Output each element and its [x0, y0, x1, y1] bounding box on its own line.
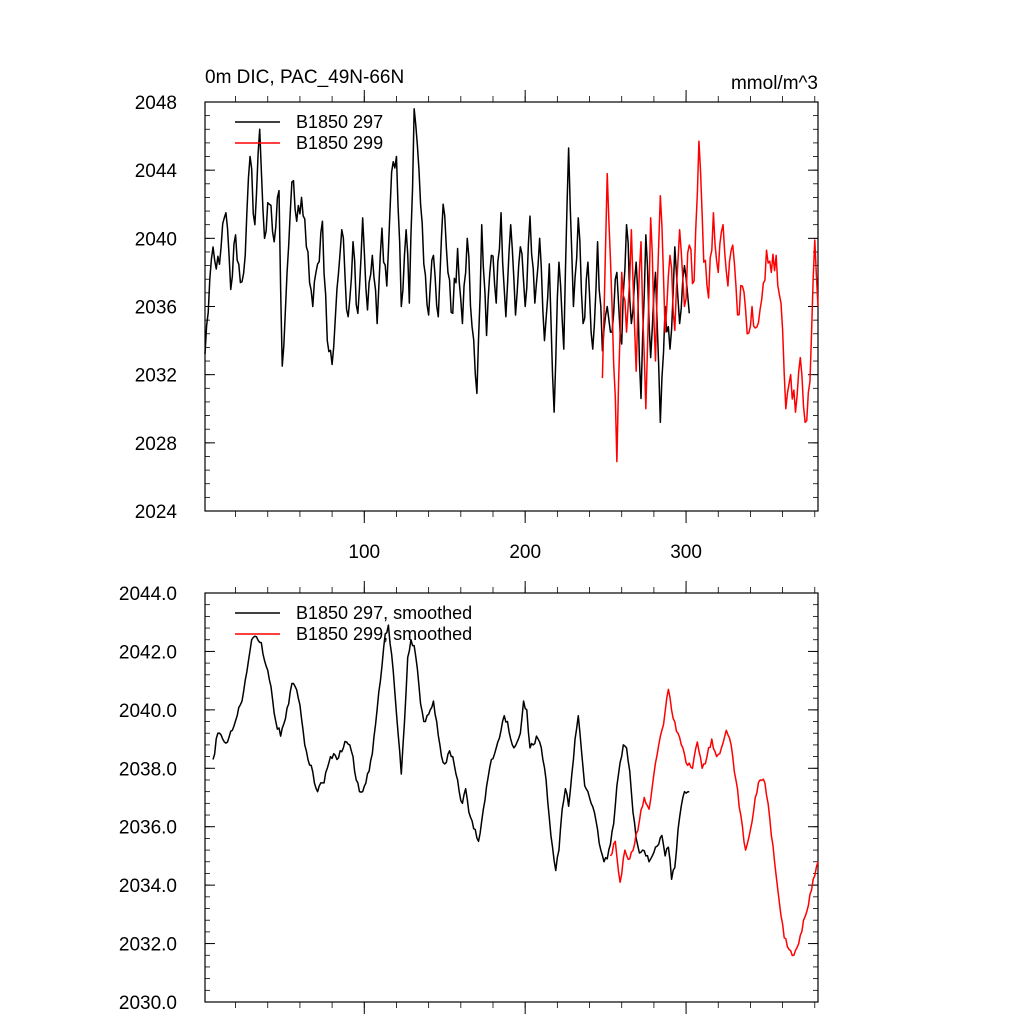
top-y-tick-label: 2044 — [135, 161, 178, 182]
top-x-tick-labels: 100 200 300 — [348, 542, 701, 563]
top-y-tick-label: 2040 — [135, 229, 177, 250]
top-panel: 0m DIC, PAC_49N-66N mmol/m^3 2024 2028 203… — [135, 67, 819, 563]
bottom-y-tick-label: 2036.0 — [119, 818, 177, 839]
bottom-y-tick-label: 2042.0 — [119, 642, 177, 663]
top-x-tick-label: 100 — [348, 542, 380, 563]
bottom-legend: B1850 297, smoothed B1850 299, smoothed — [235, 603, 472, 644]
top-y-tick-label: 2036 — [135, 298, 177, 319]
top-y-tick-label: 2028 — [135, 434, 177, 455]
bottom-series-lines — [212, 624, 819, 957]
bottom-y-tick-label: 2044.0 — [119, 584, 177, 605]
bottom-y-tick-labels: 2030.0 2032.0 2034.0 2036.0 2038.0 2040.0 2042… — [119, 584, 177, 1014]
top-series-lines — [204, 108, 819, 463]
top-legend: B1850 297 B1850 299 — [235, 112, 383, 153]
top-series-line-299 — [601, 140, 819, 463]
bottom-y-tick-label: 2034.0 — [119, 876, 177, 897]
top-plot-frame — [204, 101, 819, 512]
top-y-tick-label: 2024 — [135, 502, 178, 523]
top-y-tick-label: 2032 — [135, 366, 177, 387]
bottom-y-tick-label: 2038.0 — [119, 759, 177, 780]
bottom-series-line-299 — [609, 688, 819, 957]
bottom-legend-label-297: B1850 297, smoothed — [296, 603, 472, 623]
top-x-tick-label: 300 — [670, 542, 702, 563]
bottom-axis-ticks — [205, 581, 818, 1014]
bottom-panel: 2030.0 2032.0 2034.0 2036.0 2038.0 2040.0 2042… — [119, 581, 819, 1014]
bottom-y-tick-label: 2032.0 — [119, 935, 177, 956]
top-chart-units: mmol/m^3 — [731, 73, 818, 94]
top-series-line-297 — [204, 108, 691, 424]
top-legend-label-297: B1850 297 — [296, 112, 383, 132]
bottom-y-tick-label: 2030.0 — [119, 993, 177, 1014]
top-axis-ticks — [205, 90, 818, 523]
bottom-plot-frame — [204, 592, 819, 1003]
top-legend-label-299: B1850 299 — [296, 133, 383, 153]
top-y-tick-label: 2048 — [135, 93, 177, 114]
top-y-tick-labels: 2024 2028 2032 2036 2040 2044 2048 — [135, 93, 178, 523]
top-x-tick-label: 200 — [509, 542, 541, 563]
top-chart-title: 0m DIC, PAC_49N-66N — [205, 67, 404, 88]
bottom-legend-label-299: B1850 299, smoothed — [296, 624, 472, 644]
bottom-y-tick-label: 2040.0 — [119, 701, 177, 722]
bottom-series-line-297 — [212, 624, 690, 881]
